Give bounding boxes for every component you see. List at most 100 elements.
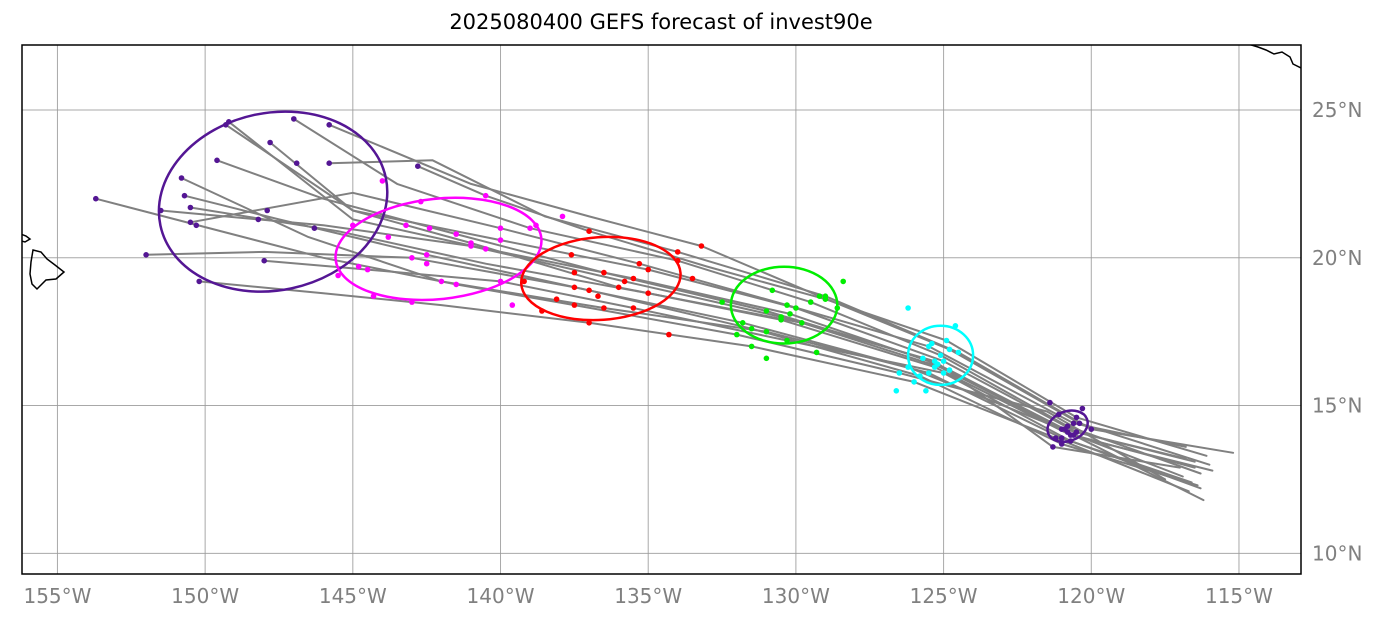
ensemble-track: [328, 123, 1211, 466]
forecast-point: [630, 275, 637, 282]
forecast-point: [1061, 426, 1068, 433]
forecast-point: [778, 314, 784, 320]
forecast-point: [674, 249, 681, 255]
spread-ellipse: [519, 235, 682, 322]
forecast-point: [893, 388, 900, 394]
coastline-hawaii-big-island: [29, 249, 66, 291]
forecast-point: [601, 305, 607, 311]
coastline-baja-california: [1248, 45, 1301, 69]
forecast-point: [719, 299, 725, 305]
forecast-point: [940, 358, 947, 365]
forecast-point: [453, 231, 460, 237]
forecast-point: [1070, 420, 1077, 427]
ensemble-track: [224, 123, 1187, 460]
graticule: [22, 45, 1301, 574]
forecast-point: [689, 275, 696, 282]
forecast-point: [355, 263, 362, 270]
ensemble-track: [416, 165, 1208, 457]
forecast-point: [734, 331, 740, 338]
lon-tick-label: 115°W: [1205, 584, 1273, 608]
forecast-point: [698, 243, 705, 249]
ensemble-track: [94, 197, 1167, 481]
lon-tick-label: 120°W: [1057, 584, 1125, 608]
forecast-point: [497, 225, 504, 231]
forecast-point: [943, 337, 950, 344]
forecast-point: [326, 122, 333, 128]
forecast-point: [181, 192, 188, 199]
forecast-point: [920, 355, 926, 362]
forecast-point: [527, 225, 533, 231]
forecast-point: [379, 178, 386, 184]
forecast-point: [385, 234, 392, 240]
forecast-point: [571, 284, 578, 291]
forecast-point: [187, 204, 194, 211]
forecast-point: [403, 222, 409, 229]
forecast-point: [926, 370, 932, 376]
forecast-point: [1076, 420, 1083, 427]
ensemble-track: [189, 191, 1187, 448]
map-frame: [21, 44, 1302, 575]
forecast-point: [509, 302, 516, 308]
forecast-point: [571, 302, 578, 308]
forecast-point: [595, 293, 601, 300]
forecast-point: [1058, 435, 1065, 441]
ensemble-track: [292, 117, 1202, 475]
forecast-point: [409, 254, 415, 261]
forecast-point: [946, 346, 953, 353]
forecast-point: [521, 278, 527, 285]
forecast-point: [763, 328, 770, 335]
forecast-point: [438, 278, 445, 285]
forecast-point: [293, 160, 300, 166]
forecast-point: [187, 219, 194, 226]
forecast-point: [799, 320, 805, 326]
forecast-point: [816, 293, 823, 300]
forecast-point: [364, 266, 371, 273]
forecast-point: [1088, 426, 1095, 433]
forecast-point: [196, 278, 202, 285]
forecast-point: [911, 379, 917, 385]
forecast-point: [1047, 399, 1053, 406]
forecast-point: [586, 287, 592, 294]
forecast-point: [636, 260, 643, 267]
forecast-point: [621, 278, 628, 285]
forecast-point: [1079, 405, 1086, 412]
forecast-point: [896, 370, 903, 376]
forecast-point: [763, 308, 770, 314]
forecast-point: [601, 269, 607, 276]
forecast-point: [784, 302, 790, 308]
forecast-point: [426, 225, 433, 231]
forecast-point: [931, 364, 938, 370]
forecast-point: [840, 278, 846, 285]
forecast-point: [193, 222, 200, 229]
lon-tick-label: 145°W: [319, 584, 387, 608]
forecast-point: [267, 139, 273, 146]
forecast-point: [929, 340, 935, 347]
forecast-point: [335, 272, 341, 279]
lon-tick-label: 140°W: [467, 584, 535, 608]
spread-ellipse: [906, 324, 975, 387]
forecast-point: [923, 388, 929, 394]
lat-tick-label: 15°N: [1312, 394, 1362, 418]
forecast-point: [559, 213, 566, 220]
forecast-point: [739, 320, 746, 326]
forecast-point: [784, 337, 790, 344]
forecast-point: [214, 157, 220, 164]
lat-tick-label: 20°N: [1312, 246, 1362, 270]
forecast-point: [423, 252, 430, 258]
forecast-point: [291, 116, 297, 122]
forecast-point: [931, 358, 938, 365]
forecast-point: [946, 367, 953, 373]
lon-tick-label: 150°W: [171, 584, 239, 608]
forecast-point: [905, 305, 911, 311]
spread-ellipse: [1046, 409, 1089, 444]
ensemble-track: [189, 206, 1196, 463]
forecast-point: [748, 325, 755, 332]
forecast-point: [326, 160, 333, 166]
forecast-point: [264, 207, 271, 214]
spread-ellipses: [157, 110, 1089, 444]
forecast-point: [645, 266, 651, 273]
forecast-point: [143, 252, 149, 258]
forecast-point: [468, 243, 474, 249]
forecast-point: [482, 192, 489, 199]
ensemble-track: [328, 159, 1235, 454]
